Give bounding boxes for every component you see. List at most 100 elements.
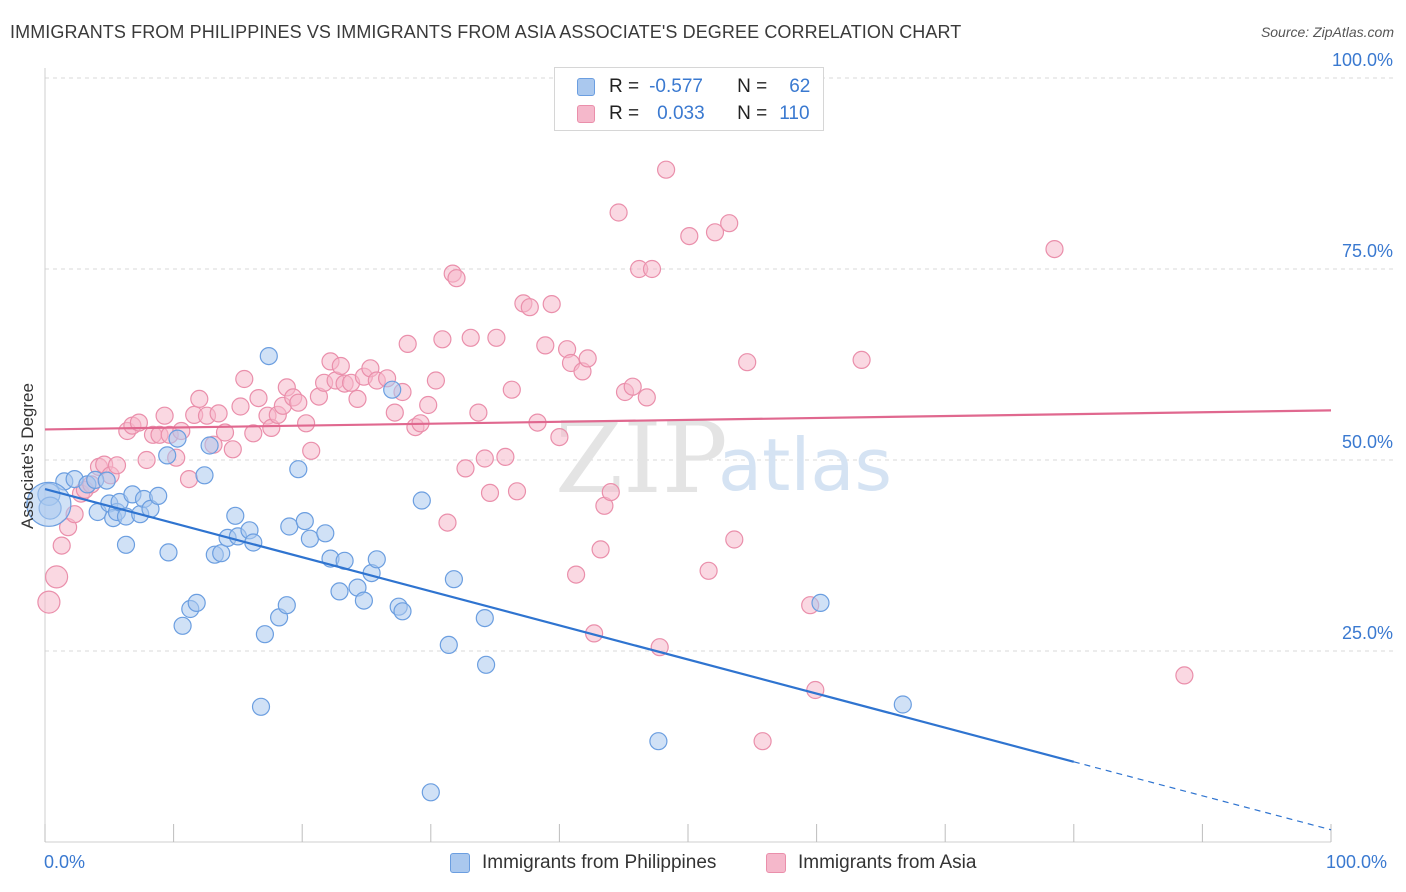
point-asia (536, 336, 555, 355)
data-points (26, 160, 1194, 802)
point-asia (289, 393, 308, 412)
point-asia (475, 449, 494, 468)
legend-swatch-philippines (450, 853, 470, 873)
gridlines (45, 77, 1394, 652)
legend-row-philippines: R = -0.577 N = 62 (577, 75, 810, 99)
point-philippines (893, 695, 912, 714)
point-asia (469, 403, 488, 422)
axes (44, 68, 1332, 843)
point-asia (52, 536, 71, 555)
point-philippines (289, 460, 308, 479)
point-asia (331, 356, 350, 376)
point-asia (623, 377, 642, 396)
trend-line-asia (44, 409, 1332, 431)
point-asia (753, 732, 772, 751)
point-asia (447, 269, 466, 288)
point-asia (426, 371, 445, 390)
point-asia (456, 459, 475, 478)
point-philippines (439, 635, 458, 655)
y-tick-label: 50.0% (1342, 432, 1393, 452)
point-asia (578, 349, 597, 368)
point-asia (1175, 666, 1194, 685)
point-philippines (383, 380, 402, 399)
point-asia (502, 380, 521, 399)
trend-line-philippines (44, 487, 1075, 763)
point-philippines (212, 544, 231, 563)
y-tick-label: 100.0% (1332, 50, 1393, 70)
point-asia (215, 423, 235, 442)
point-asia (209, 404, 228, 423)
point-philippines (367, 550, 386, 569)
point-asia (137, 450, 156, 470)
trend-line-philippines-extrapolated (1073, 761, 1332, 831)
point-philippines (97, 471, 116, 490)
legend-label-asia: Immigrants from Asia (798, 852, 977, 873)
point-asia (1045, 240, 1064, 259)
point-asia (852, 350, 871, 369)
point-asia (609, 203, 628, 222)
legend-n-label: N = (737, 103, 768, 124)
legend-r-value: 0.033 (657, 103, 705, 124)
legend-n-value: 62 (789, 76, 811, 97)
trend-lines (44, 409, 1332, 831)
point-asia (190, 389, 209, 408)
point-asia (249, 389, 268, 408)
point-asia (705, 223, 725, 242)
legend-item-philippines: Immigrants from Philippines (450, 852, 716, 874)
point-philippines (295, 511, 314, 531)
point-philippines (200, 436, 219, 455)
point-asia (496, 447, 515, 466)
point-philippines (187, 593, 206, 613)
y-tick-labels: 25.0% 50.0% 75.0% 100.0% (1332, 50, 1393, 643)
point-philippines (477, 655, 496, 674)
point-asia (738, 353, 757, 372)
y-tick-label: 25.0% (1342, 623, 1393, 643)
legend-r-label: R = (609, 76, 640, 97)
legend-n-value: 110 (779, 103, 810, 124)
watermark-atlas: atlas (718, 423, 892, 507)
point-philippines (168, 429, 187, 448)
legend-swatch-pink (577, 105, 595, 123)
point-asia (566, 565, 586, 584)
point-philippines (195, 466, 214, 485)
point-asia (438, 513, 457, 532)
point-asia (699, 561, 718, 580)
legend-n-label: N = (737, 76, 768, 97)
point-philippines (116, 535, 136, 554)
legend-swatch-asia (766, 853, 786, 873)
point-asia (37, 590, 61, 614)
point-philippines (259, 347, 278, 366)
point-asia (179, 470, 199, 489)
point-philippines (444, 570, 463, 589)
point-asia (302, 441, 321, 460)
chart-title: IMMIGRANTS FROM PHILIPPINES VS IMMIGRANT… (10, 22, 962, 42)
point-asia (680, 227, 699, 246)
point-asia (487, 328, 506, 347)
point-asia (637, 388, 656, 407)
point-philippines (421, 783, 440, 802)
point-asia (231, 397, 250, 416)
point-philippines (354, 591, 373, 610)
point-asia (720, 214, 739, 233)
point-philippines (412, 491, 431, 510)
point-asia (550, 428, 569, 447)
point-asia (297, 414, 316, 433)
point-asia (235, 369, 254, 389)
legend-swatch-blue (577, 78, 595, 96)
point-asia (107, 456, 127, 475)
source-label: Source: ZipAtlas.com (1260, 24, 1394, 40)
legend-r-value: -0.577 (649, 76, 703, 97)
point-philippines (173, 616, 192, 635)
point-asia (542, 295, 561, 314)
y-axis-label: Associate's Degree (18, 383, 37, 529)
point-asia (44, 565, 69, 589)
legend-item-asia: Immigrants from Asia (766, 852, 976, 874)
point-asia (656, 160, 676, 179)
point-philippines (280, 517, 299, 536)
point-asia (244, 424, 263, 443)
point-asia (223, 440, 242, 459)
x-tick-label-min: 0.0% (44, 852, 86, 872)
point-asia (129, 413, 148, 432)
point-philippines (649, 732, 668, 751)
